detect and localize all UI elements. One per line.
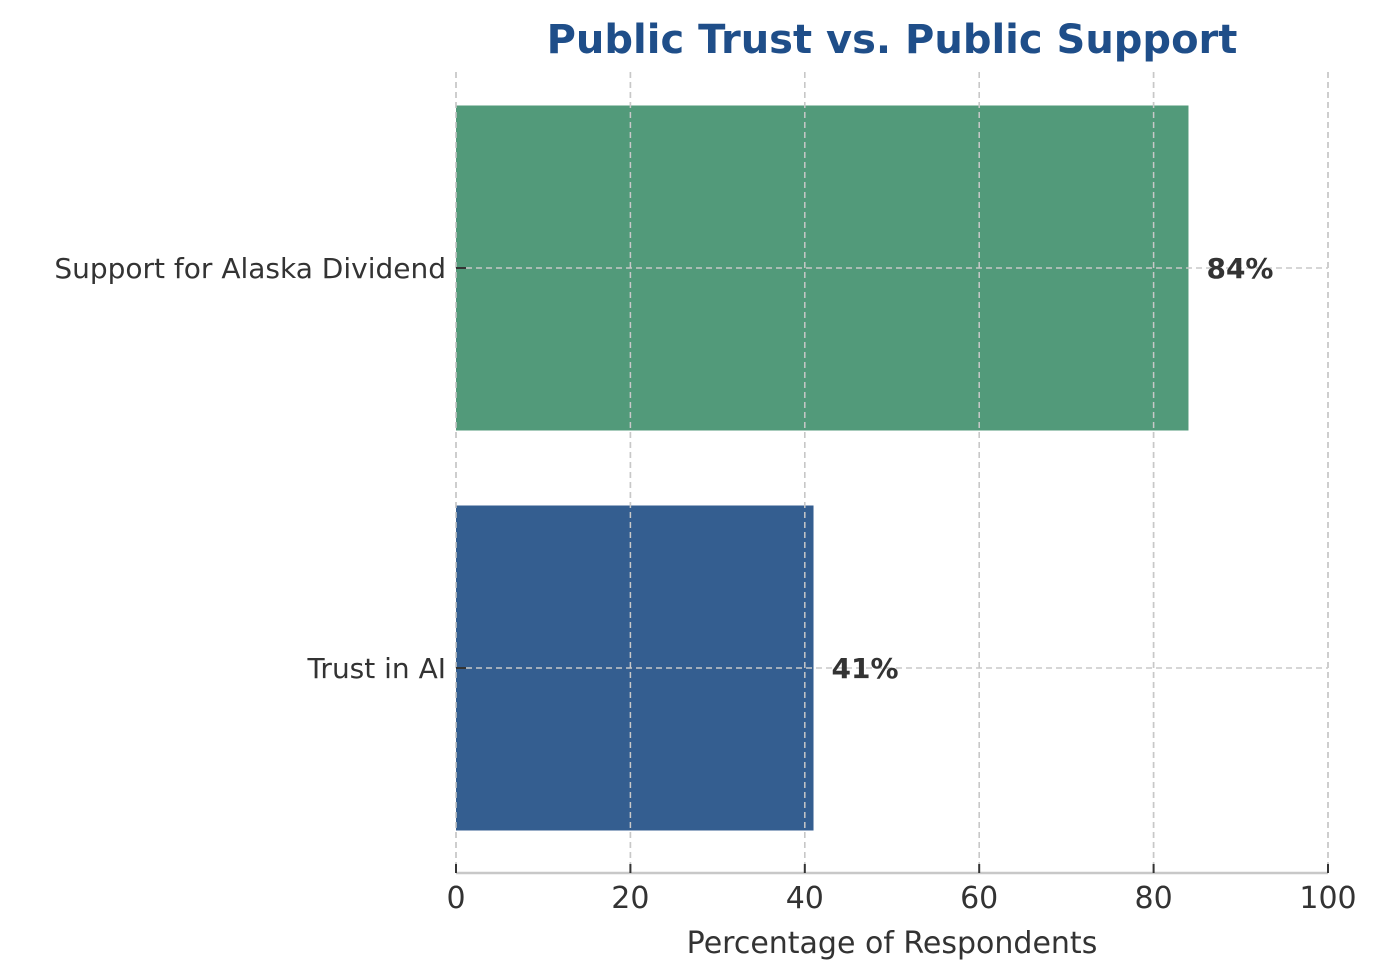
chart-title: Public Trust vs. Public Support bbox=[547, 17, 1238, 63]
bars bbox=[456, 105, 1189, 831]
x-tick-label-1: 20 bbox=[611, 881, 649, 916]
x-axis: 0 20 40 60 80 100 bbox=[446, 864, 1357, 916]
data-label-1: 41% bbox=[832, 652, 899, 685]
data-labels: 84% 41% bbox=[832, 252, 1274, 685]
data-label-0: 84% bbox=[1206, 252, 1273, 285]
y-tick-label-1: Trust in AI bbox=[306, 652, 446, 685]
x-tick-label-3: 60 bbox=[960, 881, 998, 916]
bar-1 bbox=[456, 505, 814, 831]
x-tick-label-0: 0 bbox=[446, 881, 465, 916]
x-tick-label-5: 100 bbox=[1299, 881, 1356, 916]
y-axis: Support for Alaska Dividend Trust in AI bbox=[54, 252, 466, 685]
category-grid-lines bbox=[455, 72, 1329, 872]
x-tick-label-4: 80 bbox=[1135, 881, 1173, 916]
x-axis-label: Percentage of Respondents bbox=[687, 926, 1098, 961]
y-tick-label-0: Support for Alaska Dividend bbox=[54, 252, 446, 285]
x-tick-label-2: 40 bbox=[786, 881, 824, 916]
